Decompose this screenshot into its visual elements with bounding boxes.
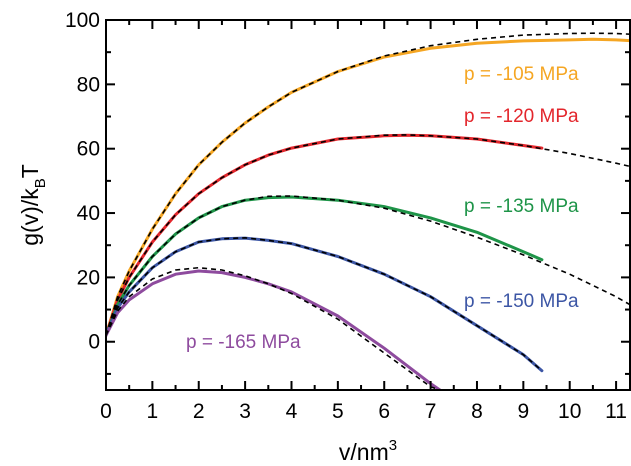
x-axis-title-sup: 3: [389, 437, 397, 454]
x-tick-label: 10: [558, 400, 581, 423]
x-tick-label: 0: [100, 400, 112, 423]
y-tick-label: 100: [65, 9, 100, 32]
fit-layer: [106, 32, 630, 390]
y-tick-label: 0: [88, 331, 100, 354]
series-line-4: [106, 269, 442, 390]
y-axis-title-tail: T: [17, 164, 43, 178]
ticks-layer: 0 1 2 3 4 5 6 7 8 9 10 11 0 20 40 60 80 100: [65, 9, 630, 423]
x-tick-label: 9: [518, 400, 530, 423]
y-tick-label: 80: [77, 73, 100, 96]
fit-line-4: [106, 266, 441, 390]
series-label-4: p = -165 MPa: [186, 332, 301, 353]
y-tick-label: 40: [77, 202, 100, 225]
fit-line-2: [106, 195, 630, 336]
y-tick-label: 60: [77, 138, 100, 161]
x-tick-label: 3: [239, 400, 251, 423]
x-tick-label: 6: [378, 400, 390, 423]
x-axis-title-base: v/nm: [339, 439, 389, 465]
y-axis-title-base: g(v)/k: [17, 188, 43, 246]
fit-line-3: [106, 236, 543, 372]
y-axis-title: g(v)/kBT: [17, 164, 49, 246]
x-tick-label: 4: [286, 400, 298, 423]
plot-frame: [105, 19, 631, 391]
series-label-0: p = -105 MPa: [464, 64, 579, 85]
series-label-3: p = -150 MPa: [464, 291, 579, 312]
y-axis-title-sub: B: [32, 178, 49, 188]
x-tick-label: 8: [471, 400, 483, 423]
x-tick-label: 2: [193, 400, 205, 423]
y-tick-label: 20: [77, 266, 100, 289]
series-label-2: p = -135 MPa: [464, 196, 579, 217]
x-tick-label: 11: [605, 400, 627, 423]
x-tick-label: 7: [425, 400, 437, 423]
x-axis-title: v/nm3: [339, 437, 397, 465]
series-line-0: [106, 37, 630, 337]
x-tick-label: 1: [147, 400, 159, 423]
x-tick-label: 5: [332, 400, 344, 423]
labels-layer: p = -105 MPa p = -120 MPa p = -135 MPa p = …: [186, 64, 579, 353]
series-label-1: p = -120 MPa: [464, 106, 579, 127]
